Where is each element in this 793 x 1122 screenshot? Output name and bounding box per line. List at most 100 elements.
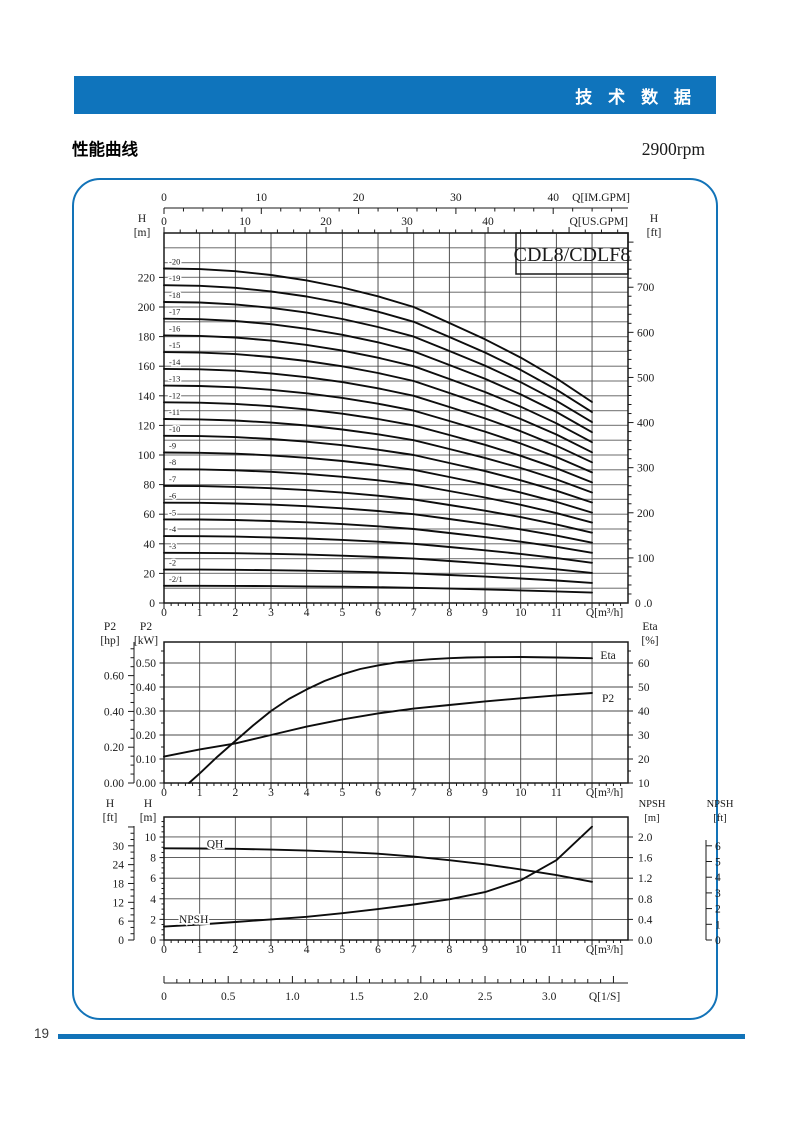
svg-text:-3: -3 [169,541,176,551]
svg-text:0: 0 [149,598,155,610]
svg-text:50: 50 [638,682,650,694]
svg-text:5: 5 [339,607,345,619]
svg-text:30: 30 [401,216,413,228]
svg-text:24: 24 [113,860,125,872]
svg-text:H: H [144,798,152,810]
svg-text:8: 8 [446,944,452,956]
footer-rule [58,1034,745,1039]
svg-text:3: 3 [268,607,274,619]
svg-text:2: 2 [715,904,721,916]
svg-text:Eta: Eta [600,650,615,662]
svg-text:[ft]: [ft] [103,812,118,824]
svg-text:2.0: 2.0 [414,991,429,1003]
svg-text:1: 1 [197,787,203,799]
svg-text:10: 10 [515,787,527,799]
svg-text:4: 4 [304,787,310,799]
svg-text:11: 11 [551,944,562,956]
svg-text:H: H [650,213,658,225]
svg-text:-9: -9 [169,440,176,450]
svg-text:P2: P2 [602,693,614,705]
svg-text:Q[m³/h]: Q[m³/h] [586,787,623,799]
svg-text:0: 0 [161,607,167,619]
svg-text:500: 500 [637,372,655,384]
svg-text:[kW]: [kW] [134,635,158,647]
svg-text:[%]: [%] [641,635,658,647]
svg-text:-2: -2 [169,558,176,568]
svg-text:5: 5 [715,857,721,869]
svg-text:-14: -14 [169,357,181,367]
svg-text:5: 5 [339,787,345,799]
svg-text:40: 40 [144,539,156,551]
svg-text:3.0: 3.0 [542,991,557,1003]
svg-text:10: 10 [256,192,268,204]
svg-text:0.40: 0.40 [136,682,156,694]
svg-text:-4: -4 [169,524,177,534]
svg-text:120: 120 [138,420,156,432]
svg-text:10: 10 [145,832,157,844]
svg-text:P2: P2 [104,621,116,633]
svg-text:80: 80 [144,480,156,492]
svg-text:-20: -20 [169,257,180,267]
svg-text:0.4: 0.4 [638,914,653,926]
svg-text:1: 1 [197,944,203,956]
header-bar: 技 术 数 据 [74,76,716,114]
svg-text:-7: -7 [169,474,176,484]
svg-text:3: 3 [715,888,721,900]
svg-text:200: 200 [138,302,156,314]
svg-text:4: 4 [304,944,310,956]
svg-text:2: 2 [232,944,238,956]
svg-text:8: 8 [446,607,452,619]
svg-text:1.2: 1.2 [638,873,653,885]
svg-text:Q[m³/h]: Q[m³/h] [586,607,623,619]
svg-text:10: 10 [638,778,650,790]
svg-text:9: 9 [482,944,488,956]
svg-text:1.0: 1.0 [285,991,300,1003]
svg-text:0.00: 0.00 [104,778,124,790]
svg-text:4: 4 [304,607,310,619]
svg-text:30: 30 [450,192,462,204]
svg-text:-6: -6 [169,491,176,501]
svg-text:0 .0: 0 .0 [635,598,653,610]
svg-text:QH: QH [207,839,224,851]
svg-text:40: 40 [482,216,494,228]
svg-text:10: 10 [239,216,251,228]
svg-text:600: 600 [637,327,655,339]
svg-text:9: 9 [482,607,488,619]
svg-text:9: 9 [482,787,488,799]
svg-text:0: 0 [118,935,124,947]
svg-text:[m]: [m] [134,227,151,239]
svg-text:1: 1 [715,919,721,931]
svg-text:0: 0 [161,787,167,799]
svg-text:11: 11 [551,607,562,619]
svg-text:0.40: 0.40 [104,706,124,718]
svg-text:CDL8/CDLF8: CDL8/CDLF8 [514,244,631,266]
svg-text:18: 18 [113,878,125,890]
svg-text:0.8: 0.8 [638,894,653,906]
svg-text:2: 2 [232,607,238,619]
svg-text:6: 6 [375,944,381,956]
svg-text:300: 300 [637,463,655,475]
svg-text:2.0: 2.0 [638,832,653,844]
section-title: 性能曲线 [72,140,138,159]
qh-npsh-chart: 0246810H[m]0612182430H[ft]0.00.40.81.21.… [103,798,734,956]
svg-text:30: 30 [638,730,650,742]
svg-text:7: 7 [411,787,417,799]
performance-charts-svg: 0 10 20 30 40 Q[IM.GPM]0 10 20 30 40 Q[US.GPM]0204… [100,192,734,1003]
svg-text:0.30: 0.30 [136,706,156,718]
power-efficiency-chart: 0.50 0.40 0.30 0.20 0.10 0.00 P2 [kW] 0.60 0.40 0.… [100,621,658,799]
svg-text:-18: -18 [169,290,180,300]
svg-text:200: 200 [637,508,655,520]
svg-text:NPSH: NPSH [707,799,734,810]
svg-text:-11: -11 [169,407,180,417]
svg-text:Q[IM.GPM]: Q[IM.GPM] [572,192,630,204]
svg-text:7: 7 [411,944,417,956]
svg-text:-15: -15 [169,340,180,350]
svg-text:[hp]: [hp] [100,635,119,647]
svg-text:6: 6 [150,873,156,885]
svg-text:0.00: 0.00 [136,778,156,790]
hq-chart: 0 10 20 30 40 Q[IM.GPM]0 10 20 30 40 Q[US.GPM]0204… [134,192,662,619]
svg-text:10: 10 [515,944,527,956]
svg-text:NPSH: NPSH [639,799,666,810]
svg-text:-19: -19 [169,273,180,283]
